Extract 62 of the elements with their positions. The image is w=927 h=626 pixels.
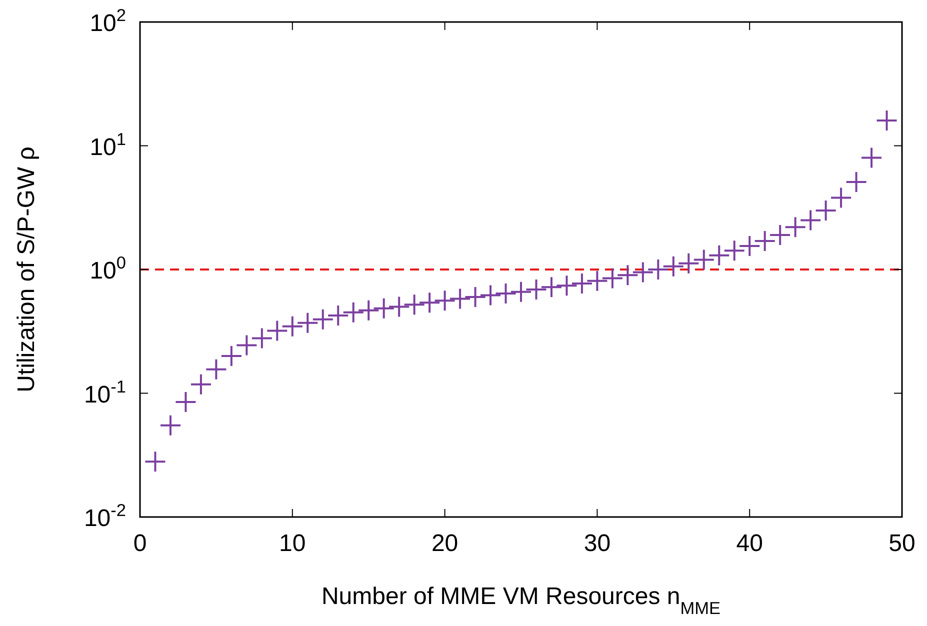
point [618,265,638,286]
point [816,200,836,220]
point [694,250,714,270]
y-tick-label: 10$^{1}$ [90,128,126,161]
point [206,359,226,380]
point [465,286,486,307]
point [374,298,394,318]
point [480,285,501,306]
point [663,256,684,276]
point [831,188,852,208]
point [632,262,653,282]
x-tick-label: 30 [584,530,611,557]
point [587,270,608,291]
point [862,148,882,168]
point [298,312,318,333]
y-tick-label: 10$^{0}$ [90,252,126,284]
point [236,335,257,356]
y-tick-label: 10$^{-1}$ [84,376,126,408]
point [785,217,806,238]
point [282,316,302,336]
x-tick-label: 20 [431,530,458,557]
point [343,302,364,322]
point [252,328,272,348]
point [754,230,775,251]
y-tick-label: 10$^{-2}$ [84,500,126,532]
point [770,225,790,246]
point [176,392,196,412]
point [328,305,348,326]
y-tick-label: 10$^{2}$ [90,5,126,37]
point [450,288,470,309]
x-tick-label: 10 [279,530,306,557]
point [648,260,668,280]
point [556,276,577,296]
point [190,374,211,394]
point [678,253,699,274]
point [724,240,744,261]
point [740,236,760,256]
point [876,110,897,130]
point [709,245,730,266]
point [526,279,546,300]
point [572,274,592,294]
x-tick-label: 0 [133,530,147,557]
point [420,292,440,313]
point [846,172,866,192]
point [267,320,288,341]
point [541,277,562,298]
point [358,300,379,320]
point [160,415,180,436]
y-axis-title: Utilization of S/P-GW ρ [13,146,40,392]
x-tick-label: 40 [736,530,763,557]
point [221,346,242,366]
point [496,283,516,304]
point [389,296,410,317]
point [404,294,424,315]
x-tick-label: 50 [888,530,916,557]
point [511,282,531,302]
point [800,210,821,230]
x-axis-title: Number of MME VM Resources n$_{MME}$ [321,583,721,618]
point [145,452,166,472]
point [312,309,333,330]
point [602,268,622,288]
point [434,290,455,311]
